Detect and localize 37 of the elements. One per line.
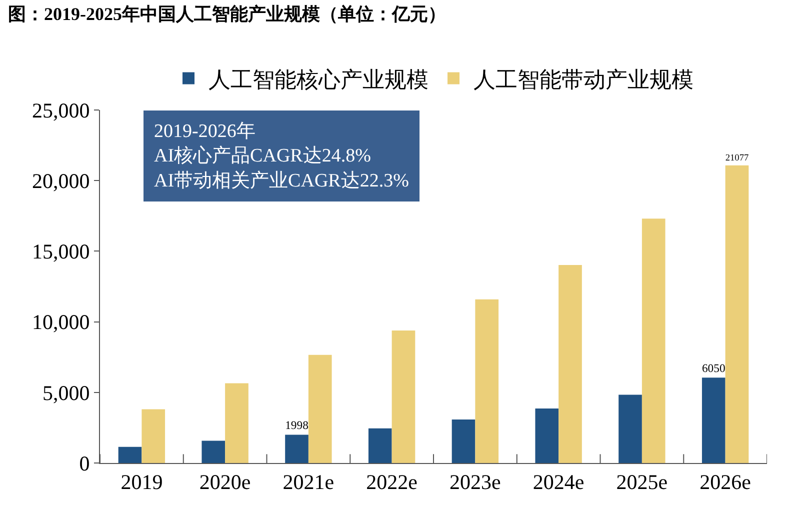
data-label: 1998 <box>285 419 309 432</box>
bar <box>368 428 392 463</box>
bar <box>475 299 499 463</box>
chart-title: 图：2019-2025年中国人工智能产业规模（单位：亿元） <box>8 4 446 24</box>
bar <box>225 383 248 463</box>
bar <box>535 408 559 463</box>
bar <box>308 354 332 463</box>
x-tick-label: 2024e <box>532 470 584 494</box>
x-tick-label: 2020e <box>199 470 251 494</box>
y-tick-label: 10,000 <box>32 310 90 334</box>
data-label: 21077 <box>725 153 749 164</box>
bar <box>118 446 142 463</box>
x-tick-label: 2019 <box>120 470 163 494</box>
x-tick-label: 2022e <box>366 470 418 494</box>
bar <box>618 394 642 463</box>
x-tick-label: 2025e <box>616 470 668 494</box>
bar <box>558 265 582 463</box>
y-tick-label: 5,000 <box>42 380 90 405</box>
x-tick-label: 2023e <box>450 470 501 494</box>
annotation: 2019-2026年 AI核心产品CAGR达24.8% AI带动相关产业CAGR达22.3% <box>154 121 410 192</box>
bar <box>452 420 476 463</box>
y-tick-label: 0 <box>79 451 90 476</box>
data-label: 6050 <box>702 362 726 375</box>
y-tick-label: 15,000 <box>32 240 90 264</box>
bar <box>285 434 308 463</box>
bar <box>392 330 416 463</box>
y-tick-label: 20,000 <box>32 168 90 193</box>
x-tick-label: 2026e <box>700 470 751 494</box>
bar <box>725 165 749 463</box>
y-tick-label: 25,000 <box>32 98 90 122</box>
bar <box>642 218 666 463</box>
bar <box>702 378 726 463</box>
legend-label: 人工智能带动产业规模 <box>474 66 694 92</box>
bar <box>202 440 226 463</box>
bar <box>142 409 166 463</box>
legend-label: 人工智能核心产业规模 <box>208 66 428 92</box>
x-tick-label: 2021e <box>282 470 334 494</box>
